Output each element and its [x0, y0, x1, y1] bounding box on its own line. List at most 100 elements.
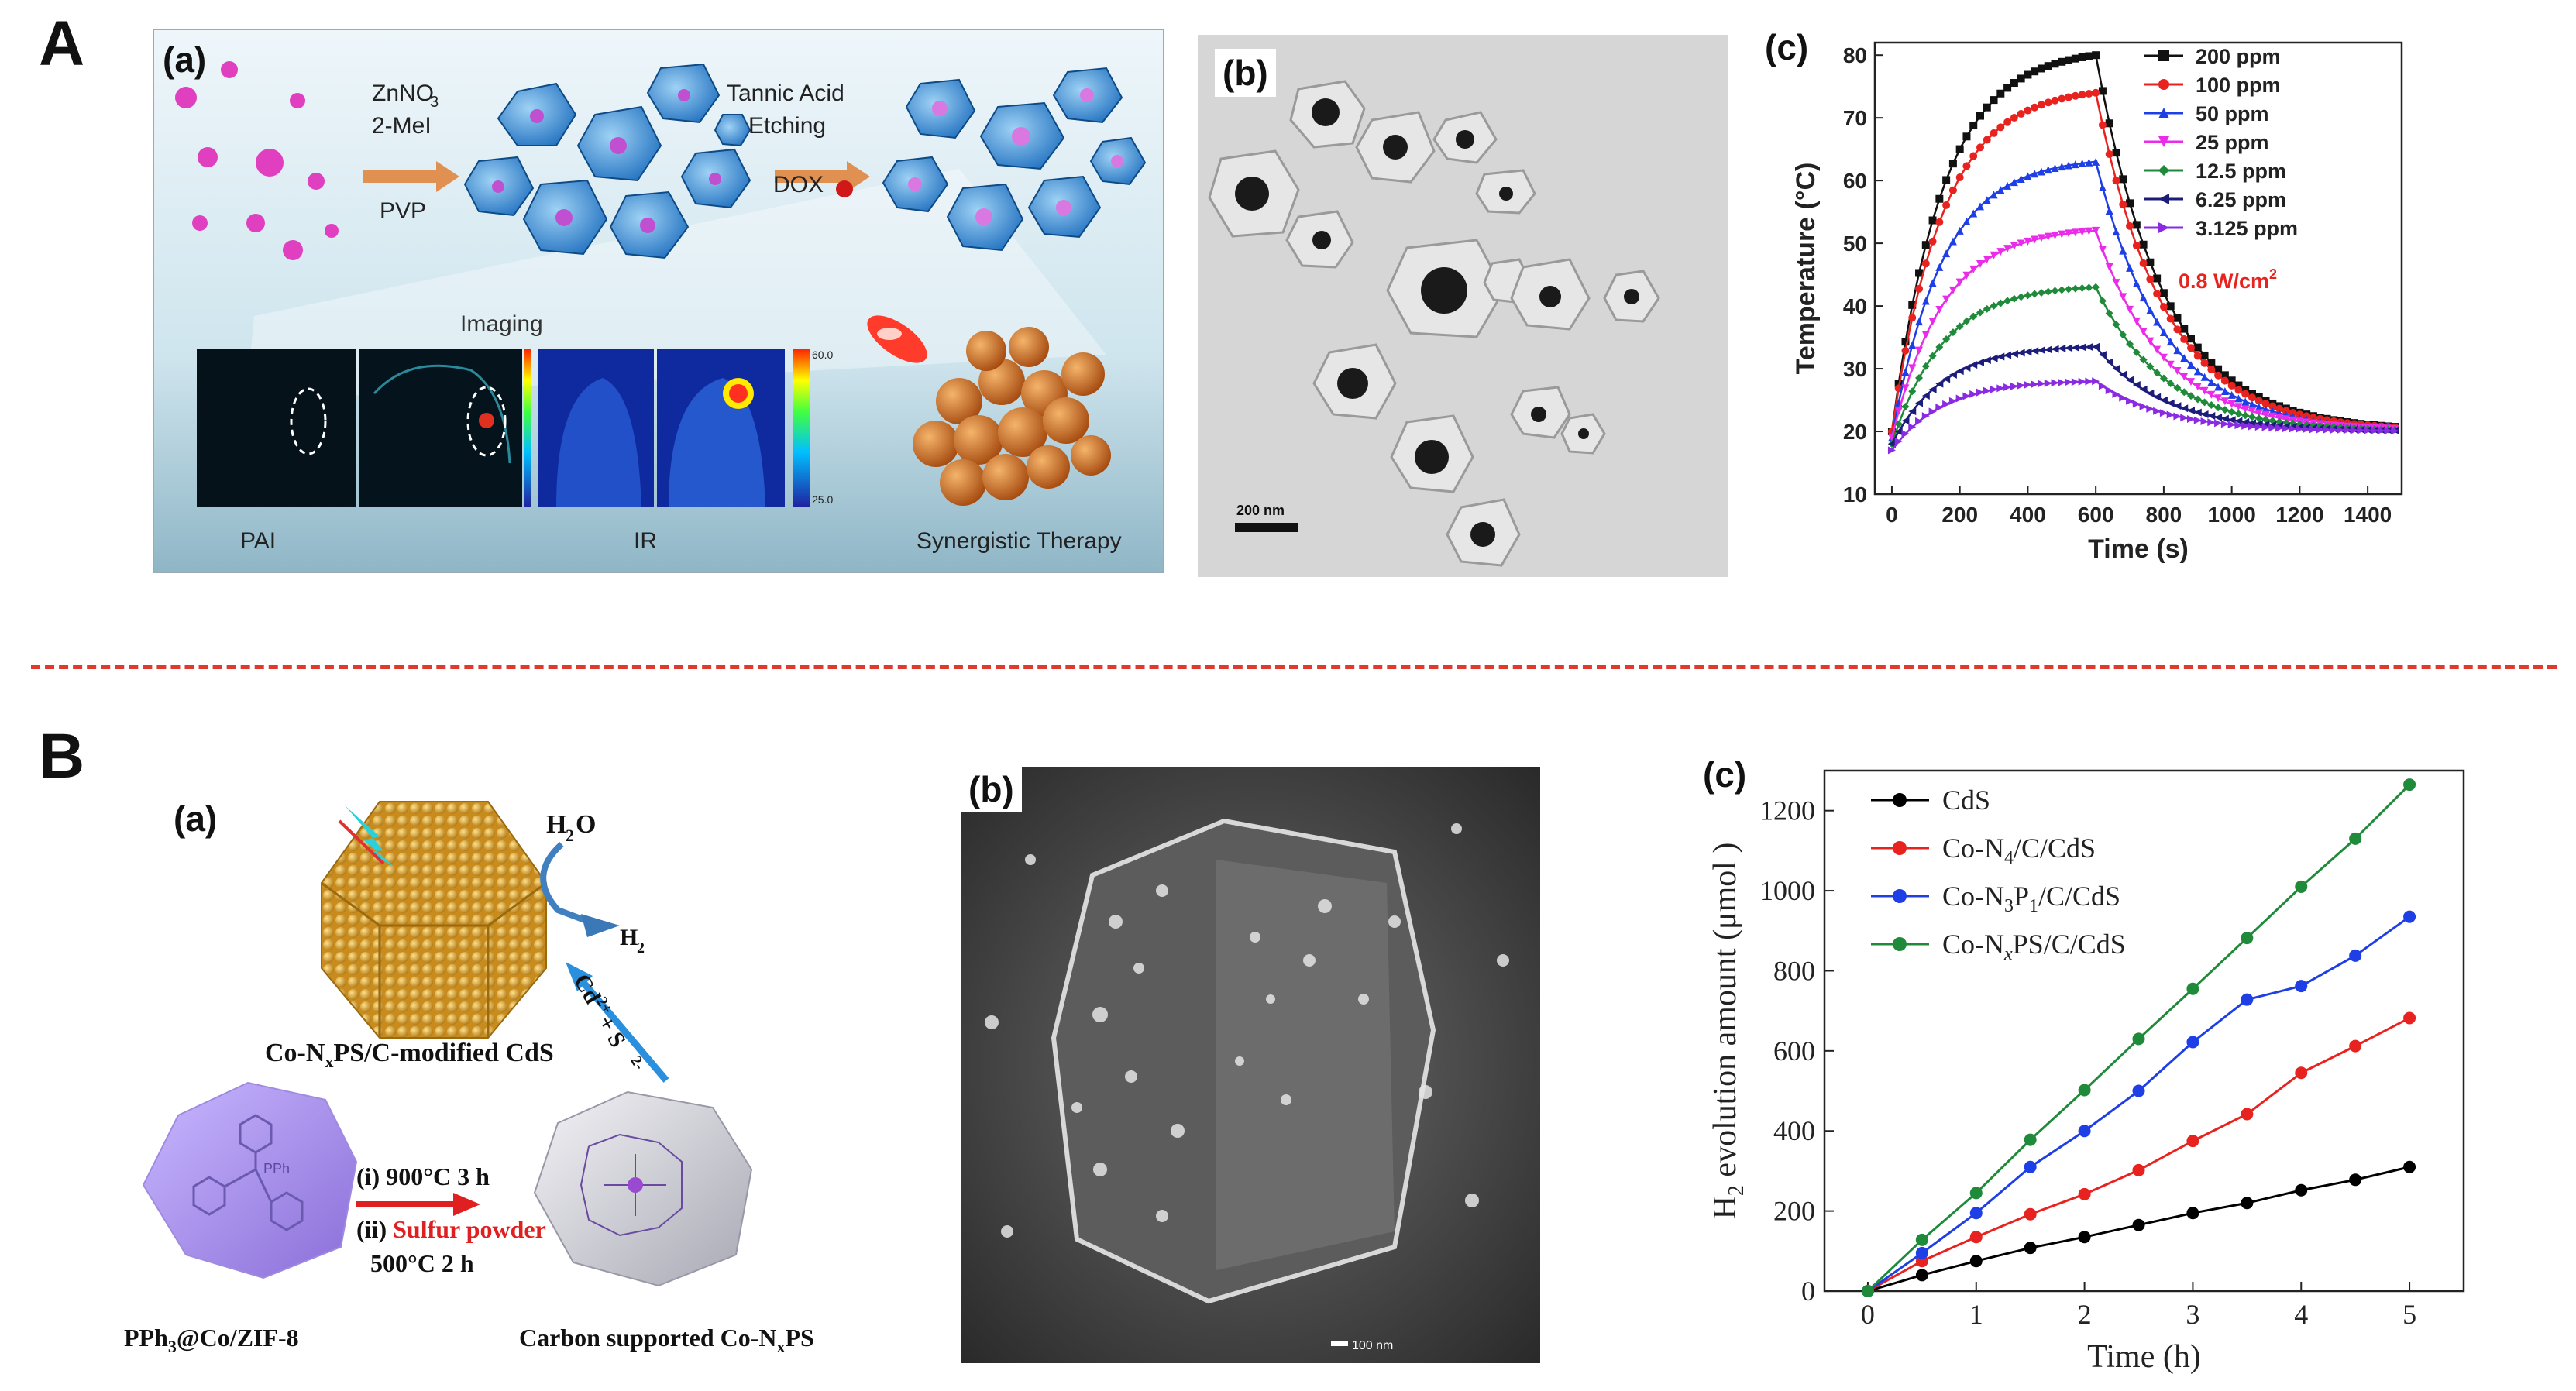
data-point — [2010, 349, 2018, 358]
data-point — [2085, 227, 2093, 235]
data-point — [2139, 355, 2148, 364]
data-point — [2078, 283, 2086, 292]
data-point — [2241, 993, 2254, 1006]
data-point — [2261, 415, 2270, 424]
data-point — [2078, 1231, 2091, 1244]
data-point — [2139, 240, 2148, 249]
data-point — [2403, 910, 2416, 923]
y-tick-label: 70 — [1843, 106, 1867, 130]
data-point — [1976, 202, 1984, 211]
data-point — [2146, 389, 2155, 397]
data-point — [2119, 393, 2127, 402]
data-point — [2295, 1183, 2308, 1197]
data-point — [2065, 56, 2073, 64]
data-point — [2159, 374, 2168, 383]
panel-b-b-sem: 100 nm (b) — [961, 767, 1540, 1363]
data-point — [2126, 340, 2134, 349]
y-axis-label: Temperature (°C) — [1791, 163, 1821, 375]
data-point — [2017, 293, 2025, 301]
data-point — [2234, 386, 2243, 394]
data-point — [2065, 285, 2073, 294]
data-point — [2254, 409, 2263, 417]
schematic-b-svg: H 2 O H 2 Cd 2+ + S 2- Co-NxPS/C-modifie… — [124, 801, 814, 1356]
data-point — [2207, 401, 2216, 410]
data-point — [2031, 290, 2039, 298]
data-point — [2166, 314, 2175, 323]
data-point — [2193, 343, 2202, 352]
step-ii: (ii) Sulfur powder — [356, 1215, 546, 1243]
data-point — [2044, 287, 2052, 296]
data-point — [2268, 412, 2277, 421]
panel-b-a-schematic: H 2 O H 2 Cd 2+ + S 2- Co-NxPS/C-modifie… — [124, 790, 937, 1363]
data-point — [2384, 427, 2392, 435]
data-point — [2220, 397, 2229, 406]
data-point — [2132, 242, 2141, 250]
data-point — [2031, 103, 2039, 112]
left-caption: PPh3@Co/ZIF-8 — [124, 1324, 299, 1356]
x-tick-label: 0 — [1886, 503, 1898, 527]
data-point — [1983, 304, 1991, 313]
data-point — [1969, 122, 1978, 130]
data-point — [2078, 377, 2086, 386]
panel-b-a-label: (a) — [174, 799, 218, 839]
plot-frame — [1823, 769, 2465, 1293]
y-tick-label: 800 — [1773, 955, 1815, 986]
data-point — [2268, 402, 2277, 410]
data-point — [2227, 376, 2236, 385]
series-Co-N4/C/CdS — [1861, 1011, 2416, 1297]
data-point — [2248, 419, 2256, 428]
step2-label-2: Etching — [748, 113, 826, 139]
data-point — [2105, 119, 2113, 128]
data-point — [2058, 57, 2066, 66]
data-point — [2139, 259, 2148, 267]
ir-label: IR — [634, 528, 657, 554]
y-tick-label: 40 — [1843, 294, 1867, 318]
data-point — [1948, 328, 1957, 337]
data-point — [1983, 196, 1991, 204]
data-point — [2037, 234, 2045, 242]
data-point — [2105, 309, 2113, 318]
data-point — [2241, 411, 2250, 420]
data-point — [1901, 384, 1910, 393]
data-point — [1921, 259, 1930, 268]
data-point — [2254, 397, 2263, 405]
section-b-letter: B — [39, 721, 85, 792]
data-point — [2173, 346, 2182, 355]
data-point — [2227, 381, 2236, 390]
data-point — [1948, 397, 1957, 405]
data-point — [2282, 407, 2290, 415]
data-point — [1928, 407, 1937, 416]
series-200-ppm — [1887, 51, 2399, 436]
data-point — [2330, 426, 2338, 434]
data-point — [2105, 386, 2113, 394]
data-point — [1935, 218, 1944, 226]
data-point — [1990, 354, 1998, 362]
data-point — [1928, 352, 1937, 360]
data-point — [2058, 230, 2066, 239]
step2-label: Tannic Acid — [727, 81, 844, 106]
data-point — [2187, 344, 2195, 352]
data-point — [2037, 288, 2045, 297]
data-point — [2132, 381, 2141, 390]
data-point — [2037, 346, 2045, 355]
data-point — [2003, 351, 2012, 359]
x-tick-label: 5 — [2402, 1299, 2416, 1330]
data-point — [1921, 241, 1930, 249]
data-point — [2037, 64, 2045, 73]
data-point — [2316, 425, 2324, 434]
data-point — [2017, 239, 2025, 248]
y-tick-label: 200 — [1773, 1196, 1815, 1227]
laser-beam — [867, 315, 927, 363]
arrow-step1 — [363, 161, 459, 192]
data-point — [2098, 87, 2107, 95]
data-point — [1901, 430, 1910, 438]
data-point — [2098, 297, 2107, 305]
data-point — [2349, 1173, 2362, 1187]
data-point — [2146, 275, 2155, 283]
data-point — [2159, 328, 2168, 336]
legend-marker — [2158, 136, 2169, 147]
data-point — [2132, 1084, 2145, 1097]
section-a-letter: A — [39, 9, 85, 79]
data-point — [1969, 152, 1978, 160]
data-point — [2261, 410, 2270, 419]
